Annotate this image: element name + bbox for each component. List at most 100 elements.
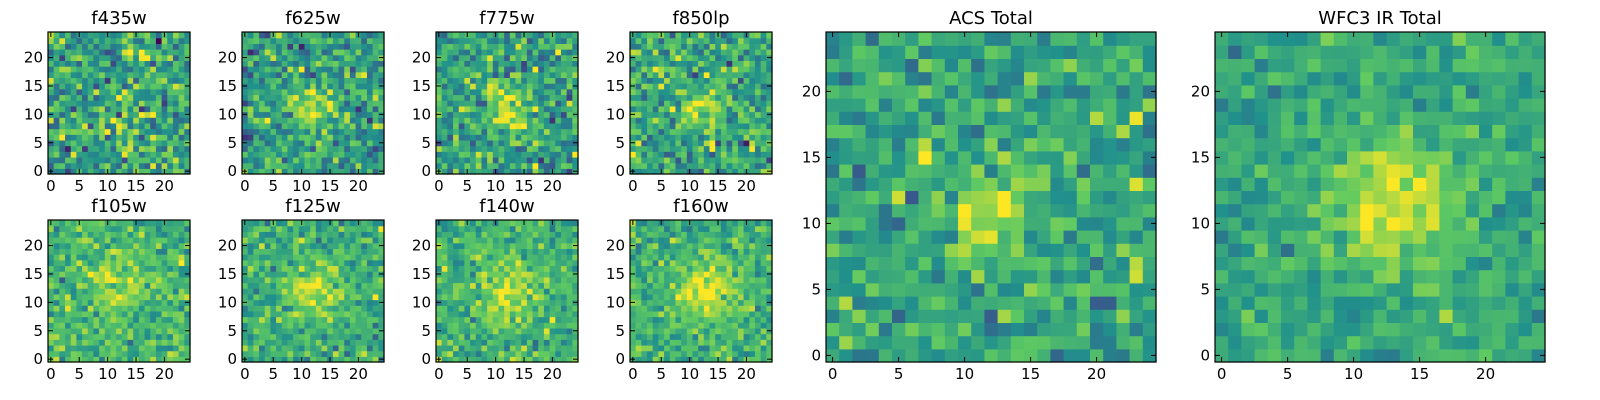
heatmap-cell (647, 305, 654, 312)
heatmap-cell (110, 231, 117, 238)
heatmap-cell (458, 305, 465, 312)
heatmap-cell (167, 259, 174, 267)
heatmap-cell (766, 43, 773, 50)
heatmap-cell (532, 88, 539, 96)
heatmap-cell (698, 66, 705, 73)
heatmap-cell (464, 225, 471, 232)
heatmap-cell (59, 100, 66, 107)
heatmap-cell (766, 49, 773, 56)
heatmap-cell (566, 162, 573, 169)
heatmap-cell (48, 156, 55, 164)
heatmap-cell (161, 276, 168, 284)
heatmap-cell (116, 316, 123, 323)
heatmap-cell (458, 327, 465, 335)
heatmap-cell (635, 37, 642, 44)
heatmap-cell (464, 83, 471, 90)
heatmap-cell (732, 60, 739, 67)
heatmap-cell (247, 145, 254, 152)
heatmap-cell (669, 122, 677, 130)
heatmap-cell (53, 122, 60, 130)
heatmap-cell (121, 276, 129, 284)
heatmap-cell (470, 265, 477, 272)
heatmap-cell (315, 54, 323, 61)
heatmap-cell (327, 322, 334, 329)
heatmap-cell (82, 156, 89, 164)
heatmap-cell (487, 299, 494, 306)
heatmap-cell (543, 344, 551, 352)
heatmap-cell (715, 276, 722, 284)
heatmap-cell (447, 134, 454, 141)
heatmap-cell (669, 339, 677, 346)
heatmap-cell (355, 122, 362, 130)
heatmap-cell (287, 288, 294, 295)
heatmap-cell (464, 339, 471, 346)
heatmap-cell (698, 60, 705, 67)
heatmap-cell (641, 156, 648, 164)
heatmap-cell (138, 248, 146, 255)
heatmap-cell (743, 293, 750, 301)
heatmap-cell (509, 305, 517, 312)
heatmap-cell (65, 322, 72, 329)
heatmap-cell (743, 316, 750, 323)
heatmap-cell (310, 271, 317, 278)
heatmap-cell (133, 225, 140, 232)
heatmap-cell (116, 344, 123, 352)
heatmap-cell (743, 151, 750, 158)
heatmap-cell (572, 225, 579, 232)
heatmap-cell (492, 339, 500, 346)
heatmap-cell (726, 32, 733, 39)
heatmap-cell (726, 356, 733, 363)
heatmap-cell (310, 327, 317, 335)
heatmap-cell (372, 100, 379, 107)
heatmap-cell (521, 310, 528, 318)
heatmap-cell (70, 282, 77, 289)
heatmap-cell (720, 356, 728, 363)
heatmap-cell (327, 333, 334, 340)
heatmap-cell (543, 128, 551, 135)
heatmap-cell (281, 32, 289, 39)
heatmap-cell (82, 282, 89, 289)
heatmap-cell (521, 134, 528, 141)
heatmap-cell (754, 305, 762, 312)
heatmap-cell (315, 122, 323, 130)
heatmap-cell (566, 151, 573, 158)
heatmap-cell (167, 339, 174, 346)
heatmap-cell (344, 237, 351, 244)
heatmap-cell (652, 310, 659, 318)
heatmap-cell (492, 43, 500, 50)
heatmap-cell (737, 293, 745, 301)
heatmap-cell (470, 322, 477, 329)
heatmap-cell (715, 77, 722, 84)
heatmap-cell (172, 282, 180, 289)
heatmap-cell (121, 54, 129, 61)
heatmap-cell (447, 111, 454, 118)
heatmap-cell (498, 122, 505, 130)
heatmap-cell (270, 299, 277, 306)
heatmap-cell (720, 60, 728, 67)
heatmap-cell (361, 225, 368, 232)
heatmap-cell (144, 100, 151, 107)
heatmap-cell (720, 100, 728, 107)
heatmap-cell (464, 122, 471, 130)
heatmap-cell (453, 305, 460, 312)
heatmap-cell (703, 66, 711, 73)
heatmap-cell (138, 139, 146, 147)
heatmap-cell (481, 117, 488, 124)
heatmap-cell (99, 60, 106, 67)
heatmap-cell (264, 305, 271, 312)
heatmap-cell (630, 117, 637, 124)
heatmap-cell (133, 305, 140, 312)
heatmap-cell (726, 293, 733, 301)
heatmap-cell (498, 288, 505, 295)
heatmap-cell (99, 128, 106, 135)
heatmap-cell (338, 344, 345, 352)
heatmap-cell (641, 356, 648, 363)
heatmap-cell (720, 299, 728, 306)
heatmap-cell (276, 139, 283, 147)
heatmap-cell (675, 156, 682, 164)
heatmap-cell (372, 282, 379, 289)
heatmap-cell (378, 32, 385, 39)
x-tick-label: 0 (434, 177, 444, 195)
heatmap-cell (344, 128, 351, 135)
heatmap-cell (441, 156, 448, 164)
